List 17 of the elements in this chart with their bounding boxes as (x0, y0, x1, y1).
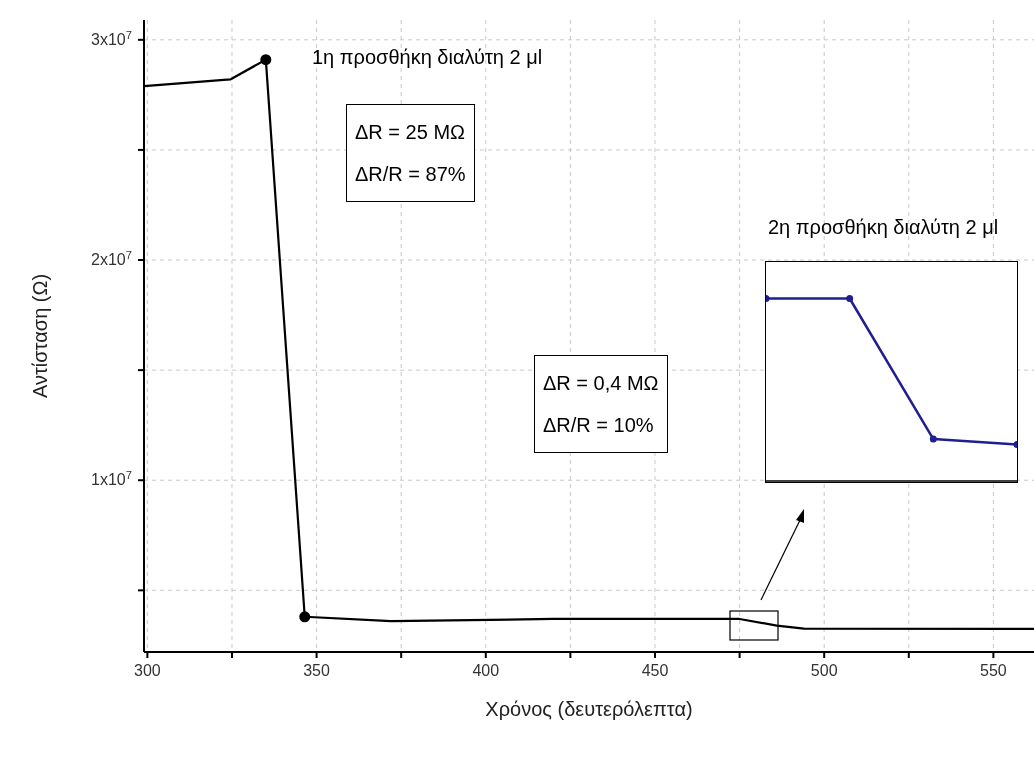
annotation: 2η προσθήκη διαλύτη 2 μl (768, 216, 999, 239)
annotation: ΔR/R = 10% (543, 413, 655, 438)
y-tick-label: 2x10$^{7}$ (91, 249, 132, 269)
annotation: ΔR = 25 MΩ (355, 120, 466, 145)
annotation: ΔR/R = 87% (355, 162, 466, 187)
x-axis-title: Χρόνος (δευτερόλεπτα) (485, 698, 693, 720)
x-tick-label: 500 (810, 662, 838, 679)
x-tick-label: 550 (980, 662, 1007, 679)
y-axis-title: Αντίσταση (Ω) (29, 273, 52, 399)
annotation: ΔR = 0,4 MΩ (543, 371, 659, 396)
x-tick-label: 350 (303, 662, 331, 679)
y-tick-label: 3x10$^{7}$ (91, 28, 132, 48)
x-tick-label: 300 (134, 662, 161, 679)
annotation: 1η προσθήκη διαλύτη 2 μl (312, 46, 543, 69)
x-tick-label: 450 (641, 662, 669, 679)
x-tick-label: 400 (472, 662, 500, 679)
y-tick-label: 1x10$^{7}$ (91, 469, 132, 489)
